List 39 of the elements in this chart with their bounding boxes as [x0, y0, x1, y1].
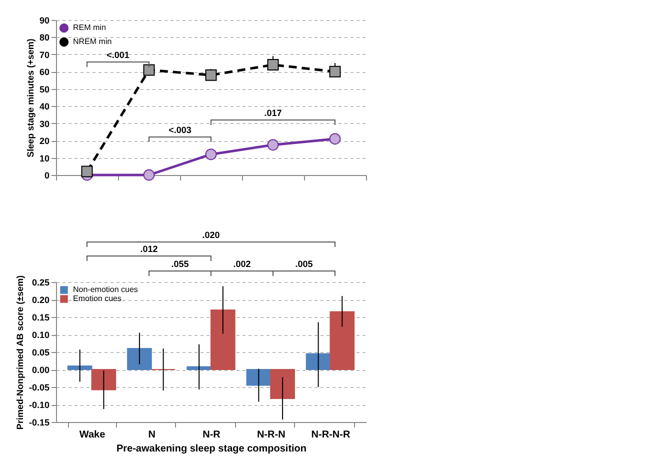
text: .005 [295, 259, 313, 269]
y-tick-label: 70 [39, 50, 50, 60]
y-tick-label: -0.10 [28, 400, 50, 410]
y-tick-label: -0.15 [28, 418, 50, 428]
y-tick-label: 0.10 [32, 330, 50, 340]
y-tick-label: 0.00 [32, 365, 50, 375]
x-axis-title: Pre-awakening sleep stage composition [116, 444, 307, 454]
x-tick-label: Wake [79, 430, 106, 440]
y-tick-label: 80 [39, 32, 50, 43]
y-tick-label: 40 [39, 102, 50, 112]
x-tick-label: N-R-N-R [311, 430, 351, 440]
y-tick-label: 90 [39, 16, 50, 26]
y-tick-label: 0 [44, 170, 50, 180]
text: .012 [140, 244, 158, 254]
y-tick-label: 0.20 [32, 295, 50, 305]
y-tick-label: 10 [39, 153, 50, 164]
legend-label: REM min [73, 23, 106, 32]
legend-label: NREM min [73, 37, 112, 46]
y-tick-label: 0.25 [32, 278, 50, 288]
y-tick-label: 0.05 [32, 348, 50, 358]
y-tick-label: 50 [39, 84, 50, 94]
text: .055 [171, 259, 189, 269]
y-tick-label: -0.05 [28, 382, 50, 392]
y-tick-label: 60 [39, 67, 50, 78]
legend-label: Non-emotion cues [73, 285, 138, 294]
annotation: .017 [264, 108, 282, 118]
x-tick-label: N-R [202, 430, 222, 440]
text: .020 [202, 230, 220, 240]
x-tick-label: N-R-N [256, 430, 286, 440]
y-axis-title: Primed-Nonprimed AB score (±sem) [14, 275, 25, 430]
y-axis-title: Sleep stage minutes (+sem) [25, 38, 36, 158]
y-tick-label: 0.15 [32, 312, 50, 322]
text: .002 [233, 259, 251, 269]
legend-label: Emotion cues [73, 294, 122, 303]
annotation: <.001 [106, 50, 130, 60]
y-tick-label: 20 [39, 136, 50, 146]
y-tick-label: 30 [39, 118, 50, 129]
x-tick-label: N [148, 430, 156, 440]
annotation: <.003 [168, 125, 192, 135]
